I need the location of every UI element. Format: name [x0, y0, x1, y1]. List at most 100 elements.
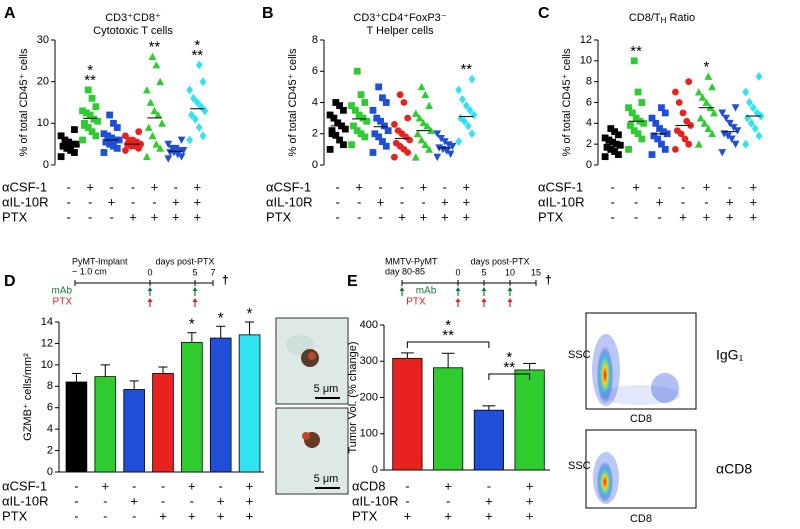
- treatment-sign: +: [749, 179, 757, 194]
- timeline-day: 5: [192, 267, 197, 277]
- treatment-label: αCD8: [352, 478, 386, 493]
- dot: [462, 101, 470, 111]
- micrograph: 5 μm: [275, 317, 349, 405]
- dot: [357, 91, 365, 99]
- dot: [100, 149, 108, 156]
- treatment-label: PTX: [352, 508, 378, 523]
- chart-subtitle: T Helper cells: [366, 25, 434, 37]
- arrow-head: [507, 298, 513, 302]
- treatment-sign: -: [109, 209, 113, 224]
- treatment-sign: -: [421, 194, 425, 209]
- treatment-label: PTX: [2, 209, 28, 224]
- timeline-title: days post-PTX: [470, 256, 529, 266]
- dot: [340, 141, 347, 149]
- dot: [440, 138, 449, 146]
- treatment-sign: +: [398, 209, 406, 224]
- dot: [672, 88, 679, 96]
- dot: [648, 114, 656, 122]
- arrow-head: [192, 298, 198, 302]
- dot: [104, 132, 112, 140]
- dot: [605, 136, 613, 144]
- dot: [394, 127, 402, 135]
- dot: [384, 127, 392, 135]
- dot: [197, 102, 205, 112]
- dot: [81, 122, 88, 129]
- treatment-sign: +: [485, 508, 493, 523]
- bar: [238, 334, 261, 473]
- timeline-day: 15: [531, 267, 541, 277]
- significance: **: [460, 61, 472, 78]
- dot: [61, 136, 69, 144]
- dot: [423, 122, 432, 130]
- dot: [751, 124, 759, 133]
- treatment-sign: -: [103, 493, 107, 508]
- y-tick-label: 6: [47, 402, 53, 414]
- treatment-sign: +: [749, 194, 757, 209]
- dot: [113, 144, 121, 152]
- dot: [455, 137, 463, 146]
- dot: [625, 145, 632, 153]
- treatment-sign: +: [444, 478, 452, 493]
- timeline-day: 5: [481, 267, 486, 277]
- micrograph: 5 μm: [275, 407, 349, 495]
- dot: [334, 119, 342, 127]
- dot: [673, 127, 681, 135]
- title-part: CD8/T: [629, 12, 661, 24]
- timeline-day: 0: [455, 267, 460, 277]
- treatment-sign: -: [634, 194, 638, 209]
- dot: [382, 142, 390, 150]
- chart-title: CD8/TH Ratio: [629, 12, 695, 25]
- dot: [421, 140, 430, 149]
- treatment-sign: +: [129, 209, 137, 224]
- dot: [746, 98, 753, 107]
- dot: [708, 129, 717, 138]
- dot: [156, 77, 165, 86]
- dot: [659, 128, 667, 136]
- dot: [71, 149, 78, 156]
- dot: [382, 99, 390, 106]
- treatment-sign: -: [161, 493, 165, 508]
- dot: [65, 138, 73, 146]
- treatment-sign: -: [152, 194, 156, 209]
- dot: [417, 136, 426, 144]
- arrow-head: [455, 287, 461, 291]
- dot: [459, 94, 466, 104]
- treatment-sign: -: [357, 209, 361, 224]
- dot: [627, 122, 634, 129]
- dot: [357, 130, 365, 138]
- dot: [615, 151, 622, 158]
- y-tick-label: 30: [37, 34, 49, 46]
- timeline-day: 0: [147, 267, 152, 277]
- dot: [725, 119, 734, 128]
- dot: [679, 109, 687, 117]
- y-tick-label: 20: [37, 76, 49, 88]
- dot: [433, 130, 442, 138]
- treatment-sign: -: [443, 179, 447, 194]
- y-tick-label: 12: [41, 337, 53, 349]
- dot: [158, 119, 166, 127]
- dot: [470, 110, 478, 120]
- arrow-head: [481, 287, 487, 291]
- dot: [142, 86, 151, 94]
- dot: [195, 123, 203, 132]
- y-tick-label: 200: [360, 391, 378, 403]
- bar: [209, 337, 232, 473]
- timeline-note: MMTV-PyMT: [385, 256, 438, 266]
- dot: [106, 140, 114, 148]
- treatment-sign: -: [74, 493, 78, 508]
- treatment-sign: +: [441, 209, 449, 224]
- timeline-note: day 80-85: [385, 266, 425, 276]
- treatment-sign: -: [88, 209, 92, 224]
- dot: [708, 82, 717, 91]
- dot: [100, 130, 108, 138]
- treatment-sign: +: [679, 209, 687, 224]
- dot: [195, 60, 203, 70]
- significance: **: [503, 359, 515, 376]
- dot: [102, 138, 110, 146]
- treatment-label: αIL-10R: [266, 194, 313, 209]
- treatment-sign: -: [336, 179, 340, 194]
- dot: [630, 57, 638, 65]
- panel-letter: C: [538, 5, 550, 22]
- dot: [154, 111, 163, 119]
- dot: [611, 128, 619, 136]
